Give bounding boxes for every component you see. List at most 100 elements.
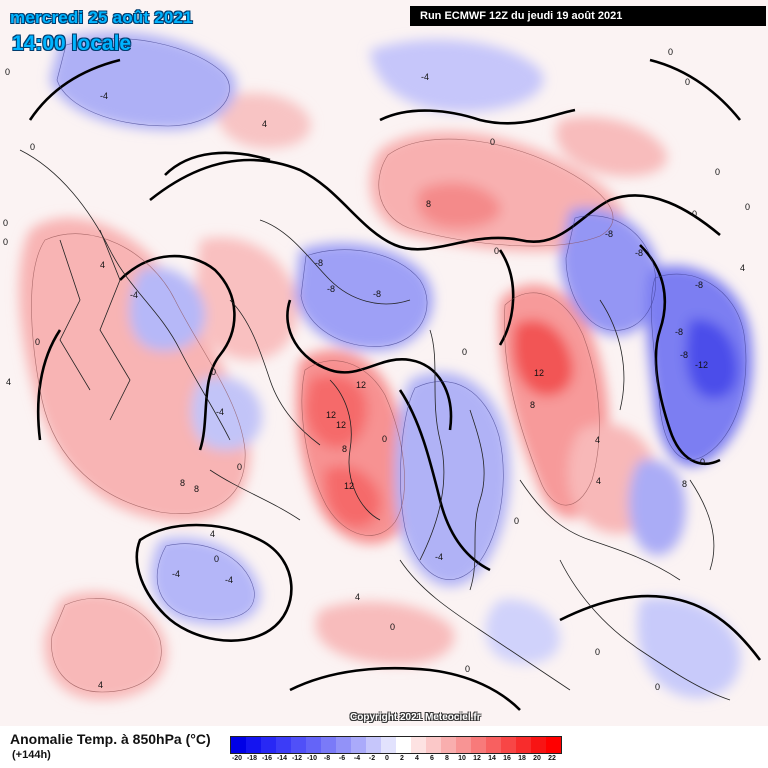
- contour-label: 8: [426, 199, 431, 209]
- color-scale-cell: [471, 737, 486, 753]
- copyright-notice: Copyright 2021 Meteociel.fr: [350, 712, 481, 723]
- contour-label: 8: [530, 400, 535, 410]
- contour-labels: -4 4 -4 8 -8 -8 -8 -8 -8 -8 -8 -8 -12 12…: [3, 47, 750, 692]
- color-scale-tick: 16: [503, 755, 511, 762]
- contour-label: -12: [695, 360, 708, 370]
- contour-label: 0: [685, 77, 690, 87]
- contour-label: -4: [421, 72, 429, 82]
- color-scale-cell: [486, 737, 501, 753]
- color-scale-tick: 10: [458, 755, 466, 762]
- color-scale-cell: [381, 737, 396, 753]
- contour-label: 0: [668, 47, 673, 57]
- contour-label: 12: [534, 368, 544, 378]
- color-scale-cell: [276, 737, 291, 753]
- color-scale-tick: 20: [533, 755, 541, 762]
- contour-label: 4: [355, 592, 360, 602]
- contour-label: 0: [715, 167, 720, 177]
- forecast-time: 14:00 locale: [12, 32, 132, 55]
- contour-label: 0: [462, 347, 467, 357]
- color-scale-tick: -16: [261, 755, 273, 762]
- contour-label: 12: [344, 481, 354, 491]
- color-scale-cell: [246, 737, 261, 753]
- color-scale-tick: -14: [276, 755, 288, 762]
- contour-label: 0: [465, 664, 470, 674]
- color-scale-labels: -20 -18 -16 -14 -12 -10 -8 -6 -4 -2 0 2 4 6 8 10 12 14 16 1…: [230, 755, 562, 767]
- contour-label: 4: [596, 476, 601, 486]
- contour-label: 0: [211, 367, 216, 377]
- color-scale-cell: [351, 737, 366, 753]
- contour-label: -4: [435, 552, 443, 562]
- color-scale-tick: -12: [291, 755, 303, 762]
- color-scale-tick: 6: [430, 755, 434, 762]
- anomaly-fields: [19, 31, 753, 700]
- color-scale-cell: [261, 737, 276, 753]
- contour-label: -8: [373, 289, 381, 299]
- contour-label: 8: [194, 484, 199, 494]
- color-scale-tick: -8: [323, 755, 331, 762]
- color-scale-cell: [291, 737, 306, 753]
- contour-label: -8: [695, 280, 703, 290]
- color-scale-cell: [396, 737, 411, 753]
- color-scale-cell: [441, 737, 456, 753]
- contour-label: 8: [180, 478, 185, 488]
- contour-label: 12: [326, 410, 336, 420]
- contour-label: 4: [98, 680, 103, 690]
- color-scale-tick: 14: [488, 755, 496, 762]
- contour-label: 4: [6, 377, 11, 387]
- contour-label: -8: [635, 248, 643, 258]
- contour-label: -4: [100, 91, 108, 101]
- contour-label: 4: [595, 435, 600, 445]
- color-scale-cell: [321, 737, 336, 753]
- color-scale-tick: 2: [400, 755, 404, 762]
- contour-label: -4: [130, 290, 138, 300]
- contour-label: 0: [35, 337, 40, 347]
- contour-label: 0: [595, 647, 600, 657]
- contour-label: -8: [605, 229, 613, 239]
- contour-label: 0: [745, 202, 750, 212]
- color-scale-tick: -6: [338, 755, 346, 762]
- contour-label: 8: [682, 479, 687, 489]
- color-scale-tick: -18: [246, 755, 258, 762]
- color-scale-tick: 8: [445, 755, 449, 762]
- contour-label: -8: [675, 327, 683, 337]
- color-scale-cell: [366, 737, 381, 753]
- contour-label: 0: [3, 218, 8, 228]
- contour-label: 0: [490, 137, 495, 147]
- color-scale-cell: [501, 737, 516, 753]
- run-info: Run ECMWF 12Z du jeudi 19 août 2021: [410, 6, 766, 26]
- color-scale-cell: [531, 737, 546, 753]
- contour-label: -8: [315, 258, 323, 268]
- contour-label: -4: [172, 569, 180, 579]
- coastlines: [19, 149, 731, 701]
- contour-label: 0: [692, 209, 697, 219]
- contour-label: 0: [30, 142, 35, 152]
- contour-label: 8: [342, 444, 347, 454]
- contour-label: 0: [382, 434, 387, 444]
- color-scale-tick: 18: [518, 755, 526, 762]
- contour-label: 0: [214, 554, 219, 564]
- color-scale-tick: -2: [368, 755, 376, 762]
- forecast-date: mercredi 25 août 2021: [10, 8, 193, 27]
- color-scale-tick: 12: [473, 755, 481, 762]
- color-scale-cell: [411, 737, 426, 753]
- contour-label: 0: [237, 462, 242, 472]
- color-scale-cell: [546, 737, 561, 753]
- contour-label: 4: [262, 119, 267, 129]
- color-scale-cell: [306, 737, 321, 753]
- color-scale-cell: [516, 737, 531, 753]
- contour-label: -4: [225, 575, 233, 585]
- contour-label: 4: [210, 529, 215, 539]
- anomaly-map: -4 4 -4 8 -8 -8 -8 -8 -8 -8 -8 -8 -12 12…: [0, 0, 768, 726]
- contour-label: 0: [5, 67, 10, 77]
- color-scale-cell: [336, 737, 351, 753]
- contour-label: -4: [216, 407, 224, 417]
- color-scale-tick: 22: [548, 755, 556, 762]
- color-scale: [230, 736, 562, 754]
- lead-time: (+144h): [12, 749, 51, 761]
- contour-label: 0: [390, 622, 395, 632]
- color-scale-cell: [456, 737, 471, 753]
- color-scale-tick: 0: [385, 755, 389, 762]
- color-scale-tick: -10: [306, 755, 318, 762]
- contour-label: 4: [100, 260, 105, 270]
